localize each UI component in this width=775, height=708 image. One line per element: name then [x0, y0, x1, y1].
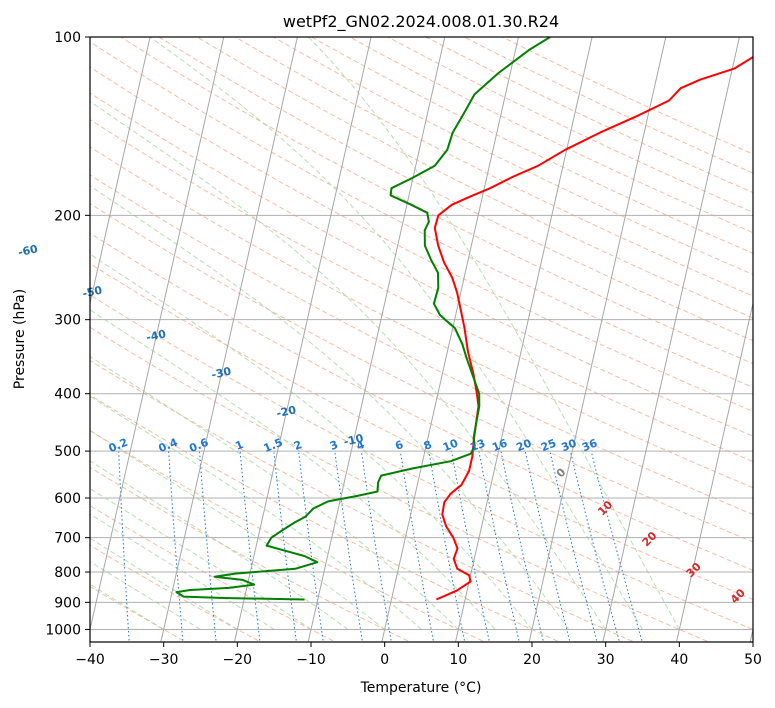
mixing-ratio-lines — [118, 450, 643, 642]
isotherm-line — [90, 37, 225, 632]
mixing-ratio-label: 20 — [514, 436, 533, 454]
isotherm-line — [234, 37, 372, 642]
dry-adiabat-line — [90, 263, 753, 600]
mixing-ratio-label: 8 — [422, 438, 434, 453]
moist-adiabat-line — [90, 487, 312, 630]
y-axis-title: Pressure (hPa) — [12, 289, 28, 389]
isotherm-line — [676, 300, 753, 642]
dry-adiabat-line — [119, 37, 753, 365]
pressure-gridlines — [90, 37, 753, 630]
mixing-ratio-label: 30 — [559, 436, 578, 454]
moist-adiabat-line — [90, 185, 570, 630]
x-tick-label: −20 — [223, 652, 253, 668]
y-tick-label: 400 — [54, 387, 81, 403]
x-tick-label: 40 — [670, 652, 688, 668]
isotherm-line — [602, 37, 740, 642]
dry-adiabat-line — [90, 202, 753, 543]
moist-adiabat-line — [90, 583, 164, 630]
x-tick-label: 0 — [380, 652, 389, 668]
chart-title: wetPf2_GN02.2024.008.01.30.R24 — [283, 12, 559, 32]
moist-adiabat-line — [90, 460, 349, 630]
mixing-ratio-line — [500, 451, 545, 642]
moist-adiabat-line — [149, 37, 643, 630]
x-tick-label: 50 — [744, 652, 762, 668]
dry-adiabat-line — [90, 359, 636, 642]
isotherm-label: -30 — [210, 365, 233, 382]
dry-adiabat-line — [90, 41, 753, 388]
moist-adiabat-line — [90, 100, 607, 630]
isotherm-label: -10 — [342, 432, 365, 449]
dry-adiabat-line — [90, 174, 753, 516]
x-tick-label: 10 — [449, 652, 467, 668]
y-tick-label: 300 — [54, 313, 81, 329]
moist-adiabat-line — [90, 395, 422, 630]
mixing-ratio-line — [569, 450, 621, 642]
x-axis-title: Temperature (°C) — [360, 680, 482, 696]
mixing-ratio-label: 1 — [233, 438, 245, 453]
mixing-ratio-label: 10 — [441, 436, 460, 454]
mixing-ratio-line — [451, 451, 490, 642]
skewed-isotherms — [90, 37, 753, 642]
mixing-ratio-label: 25 — [539, 437, 558, 455]
isotherm-line — [90, 37, 151, 306]
isopleth-labels: -100-90-80-70-60-50-40-30-20-100.20.40.6… — [17, 242, 748, 606]
x-tick-label: −30 — [149, 652, 179, 668]
isotherm-line — [455, 37, 593, 642]
y-tick-label: 1000 — [45, 622, 81, 638]
isotherm-label: -40 — [145, 327, 168, 344]
y-tick-label: 700 — [54, 531, 81, 547]
x-axis-ticks: −40 −30 −20 −10 0 10 20 30 40 50 — [75, 642, 762, 668]
x-tick-label: −40 — [75, 652, 105, 668]
mixing-ratio-line — [478, 451, 520, 642]
dry-adiabat-line — [90, 232, 753, 571]
y-tick-label: 200 — [54, 208, 81, 224]
mixing-ratio-line — [549, 450, 598, 642]
mixing-ratio-label: 16 — [490, 436, 509, 454]
isotherm-label: -20 — [275, 403, 298, 420]
mixing-ratio-line — [590, 450, 643, 642]
isotherm-label: -60 — [17, 242, 40, 259]
y-tick-label: 500 — [54, 444, 81, 460]
isotherm-line — [307, 37, 446, 642]
mixing-ratio-label: 13 — [468, 437, 487, 455]
mixing-ratio-label: 2 — [292, 438, 304, 453]
mixing-ratio-line — [334, 451, 364, 642]
dry-adiabat-line — [90, 92, 753, 437]
y-tick-label: 600 — [54, 491, 81, 507]
isotherm-line — [528, 37, 667, 642]
temperature-line — [433, 55, 753, 601]
y-tick-label: 900 — [54, 595, 81, 611]
dry-adiabat-line — [196, 37, 753, 319]
plot-area — [90, 37, 753, 642]
plot-frame — [89, 36, 754, 643]
y-axis-ticks: 100 200 300 400 500 600 700 800 900 1000 — [45, 30, 90, 638]
isotherm-line — [381, 37, 519, 642]
series-lines — [175, 37, 753, 601]
mixing-ratio-label: 36 — [580, 436, 599, 454]
dry-adiabat-line — [158, 37, 753, 342]
y-tick-label: 800 — [54, 565, 81, 581]
dry-adiabat-line — [234, 37, 753, 297]
x-tick-label: −10 — [296, 652, 326, 668]
mixing-ratio-line — [399, 451, 435, 642]
isotherm-line — [160, 37, 298, 642]
dry-adiabat-line — [90, 466, 412, 642]
y-tick-label: 100 — [54, 30, 81, 46]
moist-adiabat-line — [90, 253, 533, 630]
mixing-ratio-line — [360, 451, 392, 642]
x-tick-label: 30 — [597, 652, 615, 668]
mixing-ratio-label: 3 — [328, 438, 340, 453]
moist-adiabat-line — [90, 309, 496, 630]
x-tick-label: 20 — [523, 652, 541, 668]
mixing-ratio-line — [524, 450, 571, 642]
moist-adiabat-line — [90, 560, 201, 630]
dewpoint-line — [175, 37, 551, 601]
isotherm-label: -50 — [81, 283, 104, 300]
